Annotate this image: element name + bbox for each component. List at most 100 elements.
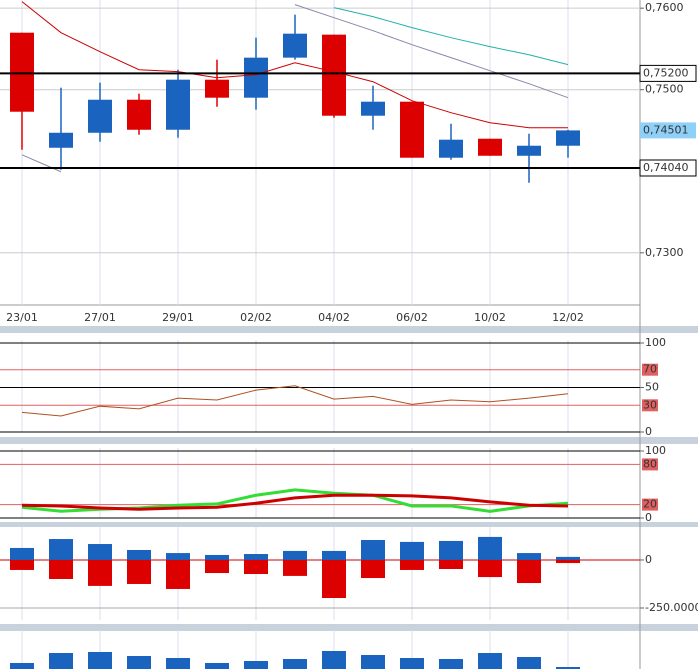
- bar: [205, 663, 229, 669]
- y-tick-label: 0: [645, 553, 652, 566]
- candle-body: [361, 101, 385, 116]
- guide-label-bg: [642, 399, 658, 412]
- bar: [88, 544, 112, 560]
- candle-body: [49, 132, 73, 148]
- bar: [10, 663, 34, 669]
- x-tick-label: 04/02: [318, 311, 350, 324]
- candle-body: [439, 139, 463, 158]
- bar: [88, 652, 112, 669]
- candle-body: [556, 130, 580, 146]
- x-tick-label: 02/02: [240, 311, 272, 324]
- indicator-line: [21, 385, 569, 417]
- panel-separator: [0, 522, 698, 527]
- bar: [244, 554, 268, 560]
- candle-body: [205, 79, 229, 98]
- bar: [556, 556, 580, 560]
- candle-body: [400, 101, 424, 158]
- y-tick-label: 0: [645, 511, 652, 524]
- y-tick-label: 100: [645, 336, 666, 349]
- y-tick-label: 50: [645, 381, 659, 394]
- last-price-label: 0,74501: [643, 123, 689, 136]
- last-price-bg: [640, 122, 696, 139]
- bar: [517, 657, 541, 669]
- bar: [244, 559, 268, 574]
- indicator-line: [21, 493, 569, 511]
- bar: [322, 651, 346, 669]
- candle-body: [244, 57, 268, 98]
- bar: [283, 659, 307, 669]
- x-tick-label: 29/01: [162, 311, 194, 324]
- guide-label-bg: [642, 458, 658, 471]
- candle-body: [127, 99, 151, 130]
- bar: [127, 656, 151, 669]
- bar: [361, 559, 385, 579]
- bar: [322, 550, 346, 560]
- guide-label: 80: [643, 457, 657, 470]
- bar: [10, 547, 34, 560]
- candle-body: [10, 32, 34, 112]
- bar: [517, 559, 541, 584]
- y-tick-label: -250.0000: [645, 601, 698, 614]
- bar: [478, 559, 502, 578]
- bar: [439, 659, 463, 669]
- panel-separator: [0, 624, 698, 631]
- bar: [88, 559, 112, 586]
- indicator-line: [333, 7, 569, 66]
- bar: [10, 559, 34, 570]
- level-label: 0,74040: [643, 161, 689, 174]
- candle-body: [166, 79, 190, 130]
- level-label-bg: [639, 64, 697, 82]
- bar: [166, 553, 190, 560]
- bar: [49, 559, 73, 579]
- y-tick-label: 0,7300: [645, 246, 684, 259]
- bar: [361, 655, 385, 669]
- level-label-bg: [639, 159, 697, 177]
- bar: [361, 539, 385, 560]
- bar: [283, 550, 307, 560]
- bar: [439, 559, 463, 569]
- bar: [49, 653, 73, 669]
- guide-label: 70: [643, 363, 657, 376]
- bar: [517, 553, 541, 560]
- indicator-line: [21, 1, 568, 129]
- x-tick-label: 27/01: [84, 311, 116, 324]
- bar: [478, 536, 502, 560]
- bar: [127, 549, 151, 560]
- bar: [322, 559, 346, 599]
- y-tick-label: 0,7500: [645, 83, 684, 96]
- candle-body: [88, 99, 112, 133]
- bar: [166, 658, 190, 669]
- bar: [283, 559, 307, 576]
- bar: [49, 539, 73, 560]
- bar: [127, 559, 151, 584]
- bar: [400, 658, 424, 669]
- x-tick-label: 06/02: [396, 311, 428, 324]
- bar: [400, 559, 424, 570]
- bar: [166, 559, 190, 589]
- bar: [556, 667, 580, 669]
- y-tick-label: 0: [645, 425, 652, 438]
- panel-separator: [0, 437, 698, 444]
- bar: [205, 559, 229, 574]
- guide-label: 30: [643, 398, 657, 411]
- bar: [439, 540, 463, 560]
- x-tick-label: 12/02: [552, 311, 584, 324]
- x-tick-label: 10/02: [474, 311, 506, 324]
- bar: [205, 554, 229, 560]
- bar: [556, 559, 580, 564]
- candle-body: [478, 138, 502, 156]
- guide-label: 20: [643, 498, 657, 511]
- guide-label-bg: [642, 498, 658, 511]
- y-tick-label: 0,7600: [645, 1, 684, 14]
- x-tick-label: 23/01: [6, 311, 38, 324]
- y-tick-label: 100: [645, 444, 666, 457]
- bar: [400, 541, 424, 560]
- candle-body: [517, 145, 541, 156]
- candle-body: [322, 34, 346, 116]
- level-label: 0,75200: [643, 66, 689, 79]
- bar: [478, 653, 502, 669]
- bar: [244, 661, 268, 669]
- candle-body: [283, 33, 307, 58]
- guide-label-bg: [642, 363, 658, 376]
